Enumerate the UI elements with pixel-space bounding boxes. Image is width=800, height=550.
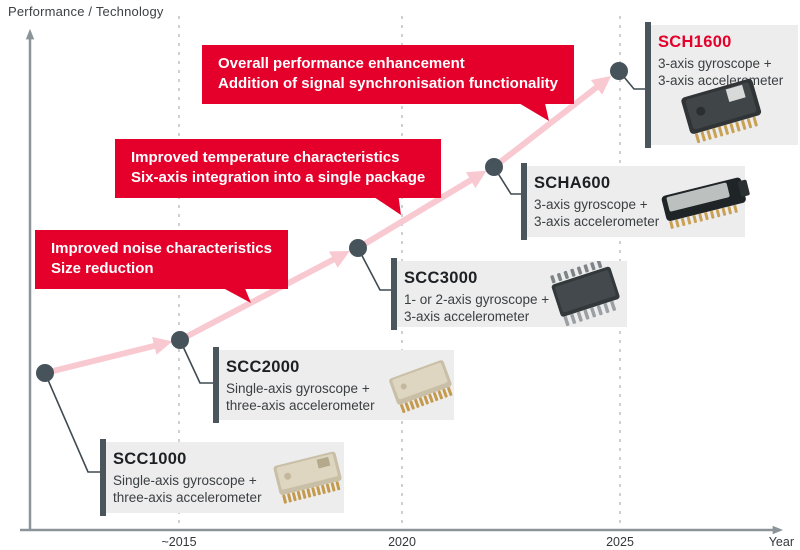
callout-temperature-line-2: Six-axis integration into a single packa… bbox=[131, 168, 426, 186]
callout-performance-line-2: Addition of signal synchronisation funct… bbox=[218, 74, 559, 92]
connector-scc1000 bbox=[44, 372, 101, 473]
product-card-scc1000: SCC1000 Single-axis gyroscope + three-ax… bbox=[100, 439, 344, 516]
product-desc-scc1000-line1: Single-axis gyroscope + bbox=[113, 473, 257, 488]
connector-scc2000 bbox=[179, 339, 214, 384]
callout-performance-line-1: Overall performance enhancement bbox=[218, 55, 465, 72]
product-desc-sch1600-line1: 3-axis gyroscope + bbox=[658, 56, 772, 71]
scc1000-package-photo bbox=[273, 451, 342, 504]
product-desc-scc3000-line1: 1- or 2-axis gyroscope + bbox=[404, 292, 550, 307]
callout-temperature: Improved temperature characteristics Six… bbox=[115, 139, 442, 198]
product-desc-scc2000-line2: three-axis accelerometer bbox=[226, 398, 375, 414]
milestone-dot-scc3000 bbox=[349, 239, 367, 257]
card-accent-bar bbox=[645, 22, 651, 148]
y-axis-label: Performance / Technology bbox=[8, 4, 164, 19]
milestone-dot-scc2000 bbox=[171, 331, 189, 349]
x-axis-label: Year bbox=[768, 535, 794, 549]
scc2000-package-photo bbox=[389, 360, 453, 414]
product-card-scc2000: SCC2000 Single-axis gyroscope + three-ax… bbox=[213, 347, 454, 423]
product-desc-scc2000-line1: Single-axis gyroscope + bbox=[226, 381, 370, 396]
connector-scha600 bbox=[493, 166, 522, 195]
product-card-scc3000: SCC3000 1- or 2-axis gyroscope + 3-axis … bbox=[391, 258, 627, 330]
trend-segment-4 bbox=[492, 76, 612, 170]
product-desc-scha600-line1: 3-axis gyroscope + bbox=[534, 197, 648, 212]
card-accent-bar bbox=[391, 258, 397, 330]
product-desc-scha600-line2: 3-axis accelerometer bbox=[534, 214, 660, 230]
trend-segment-1 bbox=[44, 336, 173, 376]
callout-noise: Improved noise characteristics Size redu… bbox=[35, 230, 288, 289]
x-tick-2020: 2020 bbox=[388, 535, 416, 549]
scha600-package-photo bbox=[661, 177, 750, 229]
callout-performance-tail bbox=[512, 99, 549, 121]
trend-segment-3 bbox=[356, 170, 487, 251]
x-tick-2015: ~2015 bbox=[161, 535, 197, 549]
callout-temperature-line-1: Improved temperature characteristics bbox=[131, 149, 400, 166]
connector-scc3000 bbox=[357, 247, 392, 291]
callout-noise-line-2: Size reduction bbox=[51, 259, 154, 277]
product-name-scc3000: SCC3000 bbox=[404, 269, 478, 287]
trend-segment-2 bbox=[178, 250, 350, 343]
product-card-sch1600: SCH1600 3-axis gyroscope + 3-axis accele… bbox=[645, 22, 798, 148]
product-name-sch1600: SCH1600 bbox=[658, 33, 732, 51]
product-desc-scc3000-line2: 3-axis accelerometer bbox=[404, 309, 530, 325]
product-name-scc2000: SCC2000 bbox=[226, 358, 300, 376]
scc3000-package-photo bbox=[550, 261, 620, 327]
product-desc-scc1000-line2: three-axis accelerometer bbox=[113, 490, 262, 506]
sch1600-package-photo bbox=[681, 78, 762, 144]
milestone-dot-scc1000 bbox=[36, 364, 54, 382]
callout-performance: Overall performance enhancement Addition… bbox=[202, 45, 575, 104]
callout-temperature-tail bbox=[368, 193, 401, 215]
card-accent-bar bbox=[213, 347, 219, 423]
milestone-dot-scha600 bbox=[485, 158, 503, 176]
card-accent-bar bbox=[521, 163, 527, 240]
product-name-scc1000: SCC1000 bbox=[113, 450, 187, 468]
x-tick-2025: 2025 bbox=[606, 535, 634, 549]
product-name-scha600: SCHA600 bbox=[534, 174, 611, 192]
product-card-scha600: SCHA600 3-axis gyroscope + 3-axis accele… bbox=[521, 163, 750, 240]
callout-noise-line-1: Improved noise characteristics bbox=[51, 240, 272, 257]
milestone-dot-sch1600 bbox=[610, 62, 628, 80]
card-accent-bar bbox=[100, 439, 106, 516]
